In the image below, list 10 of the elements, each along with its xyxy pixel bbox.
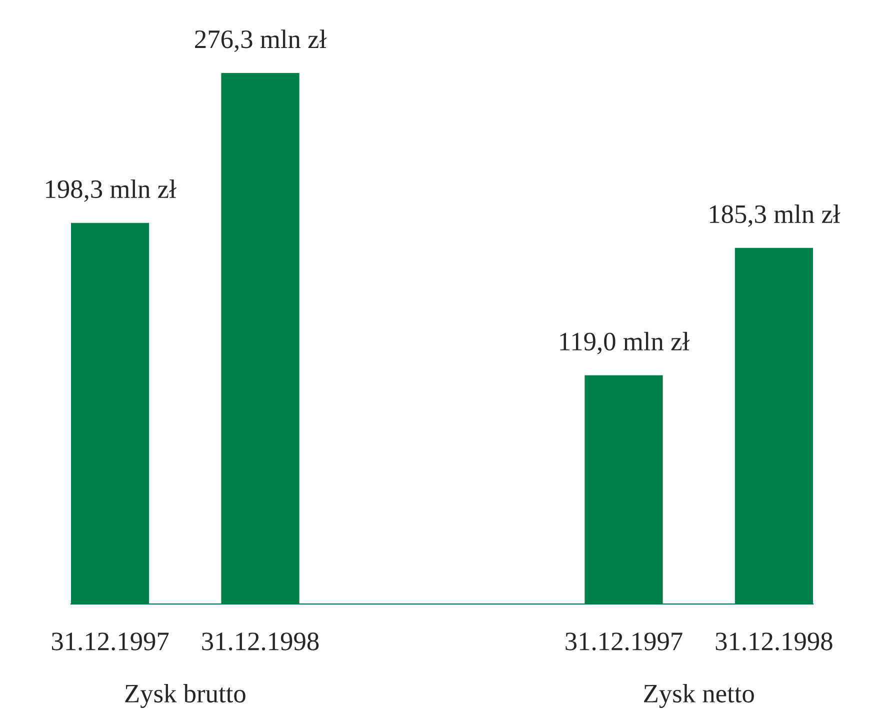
x-tick-label: 31.12.1998 <box>202 632 319 650</box>
data-label: 198,3 mln zł <box>46 180 176 202</box>
x-tick-label: 31.12.1998 <box>716 632 832 650</box>
data-label: 276,3 mln zł <box>195 30 326 52</box>
x-tick-label: 31.12.1997 <box>566 632 682 650</box>
data-label: 185,3 mln zł <box>710 204 840 227</box>
x-tick-label: 31.12.1997 <box>52 632 169 650</box>
data-label: 119,0 mln zł <box>560 332 690 354</box>
text: Zysk netto <box>644 684 754 708</box>
text: Zysk brutto <box>125 684 246 708</box>
